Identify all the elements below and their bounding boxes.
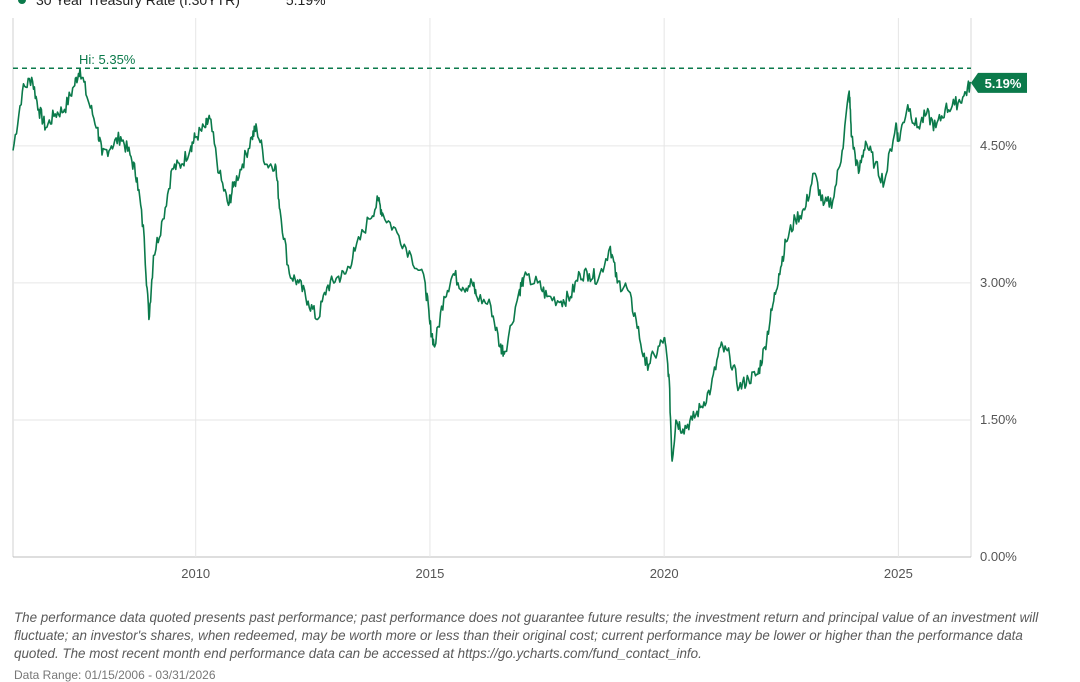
y-tick-label: 3.00% bbox=[980, 275, 1017, 290]
legend-series-value: 5.19% bbox=[285, 0, 326, 8]
last-value-tag bbox=[971, 72, 1027, 93]
legend-dot-icon bbox=[18, 0, 26, 4]
data-range-label: Data Range: 01/15/2006 - 03/31/2026 bbox=[14, 668, 216, 682]
high-value-label: Hi: 5.35% bbox=[79, 52, 136, 67]
legend-series-label: 30 Year Treasury Rate (I:30YTR) bbox=[36, 0, 240, 8]
x-tick-label: 2010 bbox=[181, 566, 210, 581]
x-tick-label: 2015 bbox=[415, 566, 444, 581]
y-tick-label: 0.00% bbox=[980, 549, 1017, 564]
series-line-30yr-treasury bbox=[12, 67, 972, 462]
x-tick-label: 2025 bbox=[884, 566, 913, 581]
line-chart: 0.00% 1.50% 3.00% 4.50% 2010 2015 2020 2025 Hi: … bbox=[12, 18, 1027, 581]
x-tick-label: 2020 bbox=[650, 566, 679, 581]
performance-disclaimer: The performance data quoted presents pas… bbox=[14, 610, 1039, 661]
chart-legend: 30 Year Treasury Rate (I:30YTR) 5.19% bbox=[18, 0, 326, 9]
y-tick-label: 4.50% bbox=[980, 138, 1017, 153]
last-value-label: 5.19% bbox=[985, 76, 1022, 91]
y-tick-label: 1.50% bbox=[980, 412, 1017, 427]
